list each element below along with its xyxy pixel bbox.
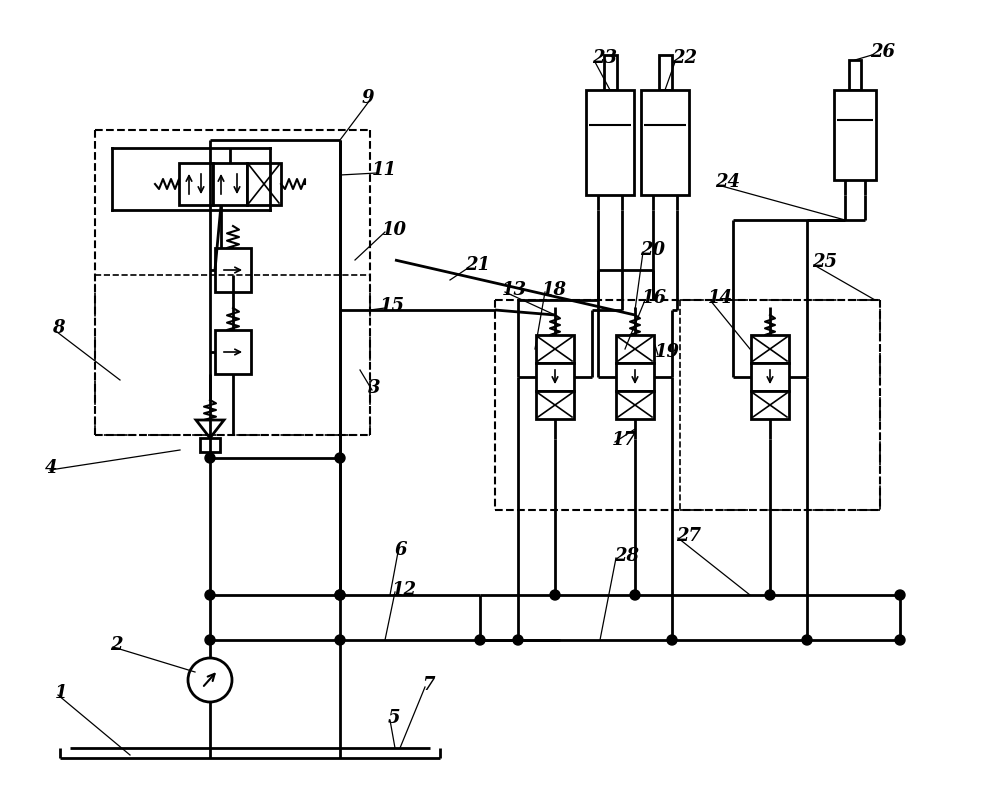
Bar	[200, 438, 220, 452]
Text: 17: 17	[612, 431, 637, 449]
Circle shape	[667, 635, 677, 645]
Text: 1: 1	[55, 684, 68, 702]
Text: 24: 24	[715, 173, 740, 191]
Text: 13: 13	[502, 281, 527, 299]
Bar	[179, 163, 213, 205]
Text: 3: 3	[368, 379, 381, 397]
Bar	[536, 363, 574, 391]
Bar	[586, 90, 634, 195]
Bar	[215, 248, 251, 292]
Circle shape	[765, 590, 775, 600]
Bar	[751, 363, 789, 391]
Bar	[604, 55, 617, 90]
Circle shape	[205, 453, 215, 463]
Circle shape	[205, 635, 215, 645]
Circle shape	[335, 590, 345, 600]
Bar	[536, 391, 574, 419]
Text: 2: 2	[110, 636, 123, 654]
Bar	[834, 90, 876, 180]
Circle shape	[550, 590, 560, 600]
Text: 8: 8	[52, 319, 65, 337]
Bar	[751, 391, 789, 419]
Circle shape	[335, 453, 345, 463]
Text: 22: 22	[672, 49, 697, 67]
Text: 14: 14	[708, 289, 733, 307]
Bar	[659, 55, 672, 90]
Bar	[616, 363, 654, 391]
Circle shape	[513, 635, 523, 645]
Text: 20: 20	[640, 241, 665, 259]
Text: 6: 6	[395, 541, 408, 559]
Text: 23: 23	[592, 49, 617, 67]
Circle shape	[802, 635, 812, 645]
Text: 5: 5	[388, 709, 401, 727]
Circle shape	[475, 635, 485, 645]
Circle shape	[895, 635, 905, 645]
Bar	[616, 335, 654, 363]
Text: 9: 9	[362, 89, 375, 107]
Text: 18: 18	[542, 281, 567, 299]
Text: 25: 25	[812, 253, 837, 271]
Circle shape	[205, 590, 215, 600]
Bar	[751, 335, 789, 363]
Bar	[213, 163, 247, 205]
Text: 11: 11	[372, 161, 397, 179]
Bar	[616, 391, 654, 419]
Text: 16: 16	[642, 289, 667, 307]
Bar	[215, 330, 251, 374]
Text: 4: 4	[45, 459, 58, 477]
Text: 26: 26	[870, 43, 895, 61]
Text: 7: 7	[422, 676, 435, 694]
Text: 21: 21	[465, 256, 490, 274]
Text: 28: 28	[614, 547, 639, 565]
Bar	[536, 335, 574, 363]
Text: 27: 27	[676, 527, 701, 545]
Circle shape	[335, 590, 345, 600]
Bar	[849, 60, 861, 90]
Text: 12: 12	[392, 581, 417, 599]
Text: 19: 19	[655, 343, 680, 361]
Circle shape	[630, 590, 640, 600]
Text: 10: 10	[382, 221, 407, 239]
Bar	[247, 163, 281, 205]
Circle shape	[335, 635, 345, 645]
Circle shape	[895, 590, 905, 600]
Text: 15: 15	[380, 297, 405, 315]
Bar	[641, 90, 689, 195]
